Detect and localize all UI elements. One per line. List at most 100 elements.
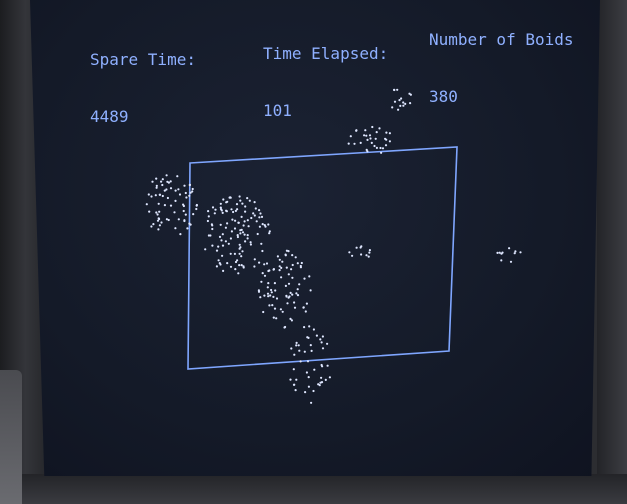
boid-dot	[396, 88, 399, 91]
boid-dot	[519, 251, 522, 254]
boid-dot	[287, 296, 290, 299]
boid-dot	[287, 282, 291, 285]
boid-dot	[157, 202, 160, 205]
boid-dot	[238, 195, 241, 198]
boid-dot	[154, 194, 157, 197]
boid-dot	[295, 378, 298, 381]
boid-dot	[221, 211, 224, 214]
boid-dot	[189, 191, 192, 194]
boid-dot	[379, 146, 382, 150]
boid-dot	[270, 288, 273, 292]
boid-dot	[240, 255, 243, 258]
boid-dot	[237, 272, 240, 275]
boid-dot	[211, 224, 214, 227]
boid-dot	[291, 276, 294, 279]
boid-dot	[229, 265, 233, 268]
boid-dot	[287, 273, 290, 276]
boid-dot	[267, 269, 270, 273]
spare-time-readout: Spare Time: 4489	[90, 12, 196, 164]
boid-dot	[163, 204, 166, 207]
spare-time-label: Spare Time:	[90, 50, 196, 69]
boid-dot	[498, 251, 501, 254]
boid-dot	[229, 196, 232, 199]
boid-dot	[174, 227, 177, 230]
boid-dot	[400, 97, 403, 100]
boid-dot	[290, 268, 293, 271]
boid-dot	[368, 251, 371, 254]
boid-dot	[272, 268, 275, 271]
boid-dot	[293, 301, 296, 304]
boid-dot	[370, 141, 373, 144]
boid-dot	[272, 316, 275, 319]
boid-dot	[257, 290, 261, 293]
boid-dot	[246, 237, 249, 240]
boid-dot	[219, 206, 222, 209]
boid-dot	[230, 230, 233, 233]
boid-dot	[384, 144, 388, 147]
boid-dot	[169, 187, 173, 190]
boid-dot	[188, 194, 191, 197]
boid-dot	[253, 258, 256, 261]
boid-dot	[183, 219, 186, 222]
boid-dot	[145, 203, 148, 206]
boid-dot	[402, 104, 405, 107]
boid-dot	[147, 193, 150, 196]
boid-dot	[248, 199, 251, 202]
boid-dot	[369, 137, 372, 140]
boid-dot	[380, 151, 383, 154]
boid-dot	[391, 106, 394, 109]
boid-dot	[148, 210, 151, 213]
boid-dot	[283, 326, 286, 329]
boid-dot	[298, 283, 301, 286]
boid-dot	[326, 364, 329, 367]
boid-dot	[399, 104, 402, 107]
boid-dot	[398, 99, 401, 102]
boid-dot	[246, 197, 249, 200]
boid-dot	[305, 302, 308, 305]
boid-dot	[375, 131, 378, 134]
boid-dot	[278, 265, 281, 268]
boid-dot	[274, 289, 277, 292]
boid-dot	[275, 317, 278, 320]
boid-dot	[272, 295, 275, 298]
boid-dot	[252, 212, 255, 215]
boid-dot	[299, 360, 302, 363]
boid-dot	[163, 189, 166, 192]
boid-dot	[321, 335, 324, 338]
boid-dot	[178, 193, 182, 196]
boid-dot	[513, 252, 516, 255]
boid-dot	[231, 218, 234, 221]
boid-count-label: Number of Boids	[429, 30, 574, 49]
boid-dot	[214, 208, 217, 211]
boid-dot	[296, 294, 300, 297]
boid-dot	[152, 223, 155, 226]
boid-dot	[156, 213, 159, 216]
boid-dot	[292, 368, 295, 371]
boid-dot	[328, 376, 331, 379]
boid-dot	[188, 183, 192, 186]
boid-dot	[313, 368, 316, 371]
boid-dot	[268, 230, 271, 233]
boid-dot	[221, 233, 224, 236]
boid-dot	[174, 199, 177, 202]
boid-dot	[151, 180, 154, 183]
boid-dot	[509, 260, 513, 263]
boid-dot	[226, 262, 229, 265]
boid-dot	[285, 294, 288, 297]
boid-dot	[266, 286, 269, 289]
boid-count-readout: Number of Boids 380	[429, 0, 574, 144]
boid-dot	[224, 226, 227, 229]
boid-dot	[371, 125, 374, 129]
time-elapsed-value: 101	[263, 101, 292, 120]
boid-dot	[281, 310, 284, 313]
boid-dot	[259, 212, 262, 215]
boid-dot	[217, 245, 220, 248]
boid-dot	[268, 304, 271, 307]
boid-dot	[218, 235, 222, 238]
boid-dot	[155, 184, 158, 187]
boid-dot	[253, 201, 256, 204]
boid-dot	[220, 208, 223, 211]
boid-dot	[273, 282, 276, 285]
boid-dot	[388, 132, 391, 135]
boid-dot	[355, 246, 358, 249]
